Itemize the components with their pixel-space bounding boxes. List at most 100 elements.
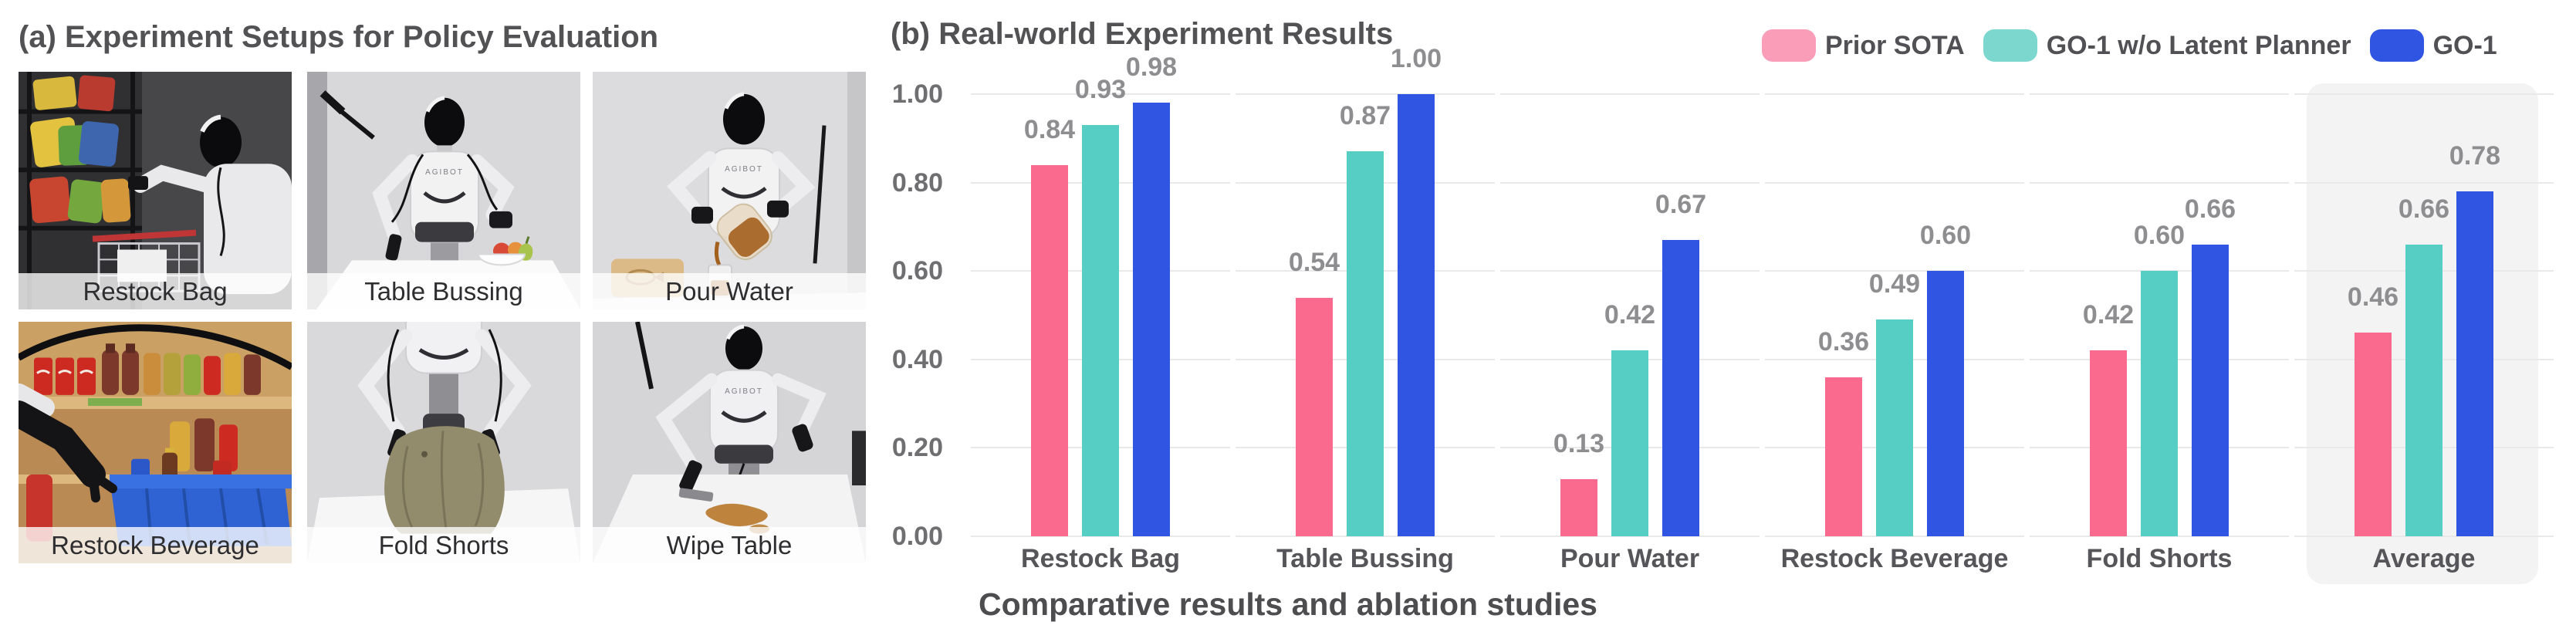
bar-value-label: 0.60 [1919,221,1972,250]
robot-arm [19,383,117,503]
photo-label: Wipe Table [593,527,866,563]
bar-prior-sota-pour-water [1560,479,1597,536]
gridline [1500,182,1760,184]
bar-value-label: 0.87 [1339,101,1391,130]
category-label: Restock Bag [1021,544,1180,573]
bar-value-label: 0.84 [1023,115,1076,144]
photo-label: Table Bussing [307,273,580,309]
y-axis-tick-label: 1.00 [891,79,943,109]
photo-tile-fold-shorts: Fold Shorts [307,322,580,563]
table-bussing-photo: AGIBOT [307,72,580,309]
photo-tile-restock-bag: Restock Bag [19,72,292,309]
photo-tile-restock-beverage: Restock Beverage [19,322,292,563]
chart-legend: Prior SOTA GO-1 w/o Latent Planner GO-1 [1762,29,2516,62]
bar-value-label: 0.54 [1288,248,1340,277]
bar-go-1-w-o-latent-planner-fold-shorts [2141,271,2178,536]
gridline [1500,93,1760,95]
bar-value-label: 0.78 [2449,141,2501,171]
gridline [1765,182,2024,184]
bar-value-label: 0.98 [1125,52,1178,82]
robot-brand-text: AGIBOT [725,165,763,174]
photo-label: Pour Water [593,273,866,309]
y-axis-tick-label: 0.40 [891,345,943,374]
legend-item-prior-sota: Prior SOTA [1762,29,1965,62]
robot-brand-text: AGIBOT [425,168,464,177]
legend-swatch [1762,29,1816,62]
cable [19,324,292,370]
photo-label: Restock Beverage [19,527,292,563]
sponge-gripper [678,460,714,502]
restock-bag-photo [19,72,292,309]
y-axis-tick-label: 0.80 [891,168,943,198]
category-label: Restock Beverage [1780,544,2009,573]
bar-go-1-restock-beverage [1927,271,1964,536]
robot-illustration [128,114,292,295]
bar-go-1-table-bussing [1398,94,1435,536]
gridline [1236,536,1495,537]
snack-shelf [19,72,142,309]
category-label: Fold Shorts [2086,544,2233,573]
mic-stand [635,322,654,390]
y-axis-tick-label: 0.00 [891,522,943,551]
legend-swatch [2369,29,2424,62]
legend-label: Prior SOTA [1825,30,1965,60]
bar-value-label: 0.66 [2184,194,2236,224]
bar-value-label: 0.67 [1655,190,1707,219]
photo-label: Fold Shorts [307,527,580,563]
shorts [384,426,505,534]
gridline [2294,536,2554,537]
gridline [2030,93,2289,95]
bar-prior-sota-restock-bag [1031,165,1068,536]
bar-value-label: 0.13 [1553,429,1605,458]
photo-tile-table-bussing: AGIBOT Table Bussing [307,72,580,309]
photo-tile-wipe-table: AGIBOT Wipe Table [593,322,866,563]
wipe-table-photo: AGIBOT [593,322,866,563]
gridline [1765,93,2024,95]
bar-prior-sota-fold-shorts [2090,350,2127,536]
bar-value-label: 1.00 [1390,44,1442,73]
y-axis-tick-label: 0.60 [891,256,943,286]
gridline [2294,182,2554,184]
gridline [971,536,1230,537]
bar-value-label: 0.42 [2082,300,2135,329]
y-axis-tick-label: 0.20 [891,433,943,462]
bar-value-label: 0.60 [2133,221,2186,250]
bar-value-label: 0.42 [1604,300,1656,329]
bar-value-label: 0.36 [1817,327,1870,356]
water-jug [714,203,772,266]
panel-b-title: (b) Real-world Experiment Results [891,17,1394,51]
bar-go-1-restock-bag [1133,103,1170,536]
gridline [2030,536,2289,537]
bar-go-1-pour-water [1662,240,1699,536]
robot-brand-text: AGIBOT [725,387,763,396]
gridline [2294,93,2554,95]
legend-item-go-1: GO-1 [2369,29,2497,62]
bar-go-1-w-o-latent-planner-pour-water [1611,350,1648,536]
bar-prior-sota-table-bussing [1296,298,1333,536]
category-label: Average [2372,544,2476,573]
bar-go-1-average [2456,191,2493,536]
bar-go-1-w-o-latent-planner-table-bussing [1347,151,1384,536]
bar-prior-sota-average [2355,333,2392,536]
gridline [2030,182,2289,184]
red-bottle [26,474,52,542]
gridline [971,93,1230,95]
bar-value-label: 0.49 [1868,269,1921,299]
legend-label: GO-1 [2432,30,2497,60]
bar-go-1-w-o-latent-planner-restock-bag [1082,125,1119,536]
photo-label: Restock Bag [19,273,292,309]
bar-prior-sota-restock-beverage [1825,377,1862,536]
legend-swatch [1983,29,2037,62]
figure-caption: Comparative results and ablation studies [979,586,1597,622]
gridline [1765,536,2024,537]
panel-a-title: (a) Experiment Setups for Policy Evaluat… [19,20,659,54]
legend-label: GO-1 w/o Latent Planner [2046,30,2351,60]
bar-value-label: 0.66 [2398,194,2450,224]
bar-go-1-w-o-latent-planner-restock-beverage [1876,319,1913,536]
tripod [813,125,827,264]
bar-value-label: 0.93 [1074,75,1127,104]
restock-beverage-photo [19,322,292,563]
category-label: Table Bussing [1276,544,1454,573]
